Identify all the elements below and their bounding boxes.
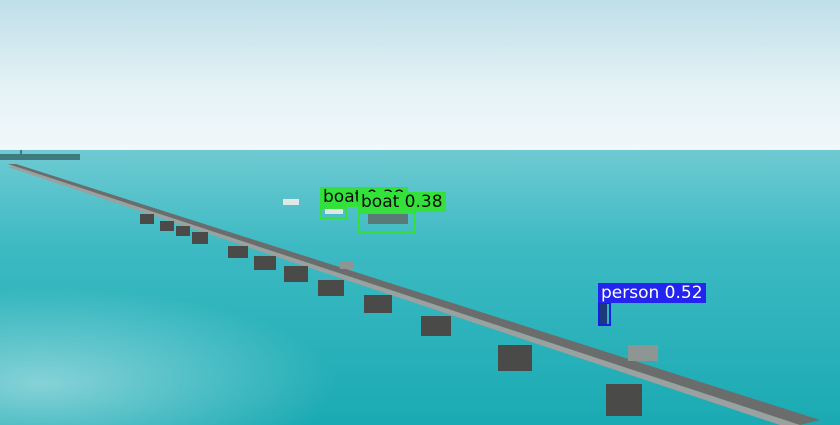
boat-detection-box: boat 0.38 [320,187,408,219]
boat-detection-box: boat 0.38 [358,192,446,233]
sky [0,0,840,152]
person-detection-box: person 0.52 [598,283,706,326]
boats [283,199,408,224]
bridge-cabin [628,345,658,361]
bridge [8,164,820,425]
person-figure [600,302,607,324]
far-shore [0,150,80,160]
bridge-cabin-small [340,261,354,269]
boat-detection-label: boat 0.38 [358,192,446,212]
person-detection-label: person 0.52 [598,283,706,303]
